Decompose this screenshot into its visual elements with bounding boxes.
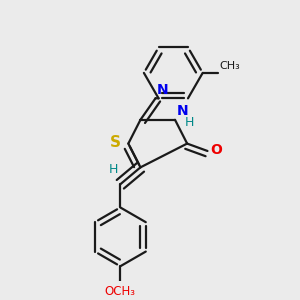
Text: H: H xyxy=(184,116,194,129)
Text: O: O xyxy=(211,143,223,158)
Text: N: N xyxy=(157,83,169,97)
Text: OCH₃: OCH₃ xyxy=(105,285,136,298)
Text: CH₃: CH₃ xyxy=(220,61,241,71)
Text: H: H xyxy=(109,163,118,176)
Text: S: S xyxy=(110,136,121,151)
Text: N: N xyxy=(177,104,188,118)
